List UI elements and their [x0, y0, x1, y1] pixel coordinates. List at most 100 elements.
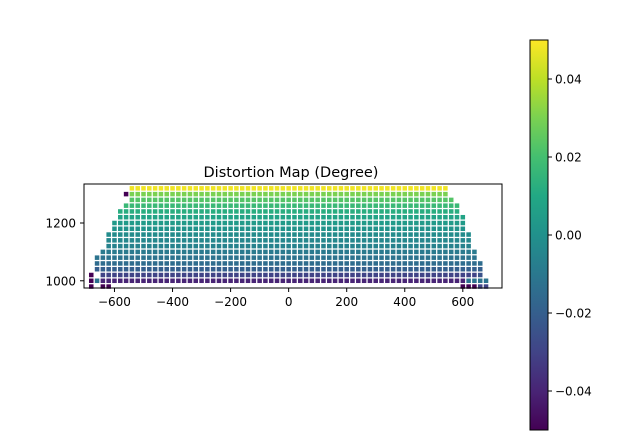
heatmap-cell — [228, 238, 233, 243]
heatmap-cell — [228, 191, 233, 197]
heatmap-cell — [297, 266, 303, 272]
heatmap-cell — [257, 238, 262, 243]
heatmap-cell — [356, 226, 361, 232]
heatmap-cell — [466, 232, 471, 237]
heatmap-cell — [425, 226, 431, 232]
heatmap-cell — [454, 203, 460, 208]
heatmap-cell — [205, 255, 210, 260]
heatmap-cell — [118, 220, 123, 226]
heatmap-cell — [234, 261, 239, 266]
heatmap-cell — [234, 186, 239, 191]
heatmap-cell — [367, 220, 373, 226]
heatmap-cell — [222, 266, 228, 272]
heatmap-cell — [274, 226, 280, 232]
heatmap-cell — [274, 266, 280, 272]
heatmap-cell — [448, 232, 454, 237]
heatmap-cell — [123, 243, 129, 249]
heatmap-cell — [234, 226, 239, 232]
heatmap-cell — [123, 249, 129, 255]
heatmap-cell — [263, 191, 268, 197]
heatmap-cell — [408, 186, 413, 191]
heatmap-cell — [321, 255, 326, 260]
heatmap-cell — [263, 255, 268, 260]
heatmap-cell — [396, 186, 402, 191]
heatmap-cell — [327, 278, 332, 284]
heatmap-cell — [477, 272, 483, 278]
heatmap-cell — [315, 191, 320, 197]
heatmap-cell — [379, 232, 384, 237]
heatmap-cell — [286, 186, 291, 191]
heatmap-cell — [135, 186, 140, 191]
heatmap-cell — [309, 238, 315, 243]
heatmap-cell — [176, 272, 181, 278]
heatmap-cell — [147, 278, 152, 284]
heatmap-cell — [135, 243, 140, 249]
heatmap-cell — [477, 266, 483, 272]
heatmap-cell — [234, 191, 239, 197]
heatmap-cell — [419, 214, 425, 220]
heatmap-cell — [327, 238, 332, 243]
heatmap-cell — [106, 266, 111, 272]
heatmap-cell — [425, 238, 431, 243]
heatmap-cell — [297, 238, 303, 243]
heatmap-cell — [385, 249, 390, 255]
heatmap-cell — [350, 232, 355, 237]
x-axis: −600 −400 −200 0 200 400 600 — [98, 288, 474, 309]
heatmap-cell — [443, 272, 448, 278]
heatmap-cell — [257, 272, 262, 278]
heatmap-cell — [228, 266, 233, 272]
heatmap-cell — [286, 214, 291, 220]
heatmap-cell — [327, 249, 332, 255]
heatmap-cell — [402, 266, 408, 272]
heatmap-cell — [338, 261, 344, 266]
heatmap-cell — [385, 232, 390, 237]
heatmap-cell — [181, 197, 187, 203]
heatmap-cell — [309, 278, 315, 284]
heatmap-cell — [361, 197, 367, 203]
heatmap-cell — [292, 272, 297, 278]
heatmap-cell — [344, 278, 349, 284]
heatmap-cell — [187, 238, 193, 243]
heatmap-cell — [158, 238, 164, 243]
heatmap-cell — [309, 220, 315, 226]
heatmap-cell — [251, 191, 257, 197]
heatmap-cell — [123, 278, 129, 284]
heatmap-cell — [309, 226, 315, 232]
heatmap-cell — [472, 278, 477, 284]
heatmap-cell — [158, 249, 164, 255]
heatmap-cell — [338, 272, 344, 278]
heatmap-cell — [170, 209, 175, 214]
heatmap-cell — [361, 226, 367, 232]
heatmap-cell — [344, 226, 349, 232]
heatmap-cell — [431, 261, 437, 266]
heatmap-cell — [315, 232, 320, 237]
colorbar-tick-label: 0.00 — [555, 229, 582, 243]
colorbar-axis: 0.04 0.02 0.00 −0.02 −0.04 — [548, 73, 592, 399]
heatmap-cell — [286, 203, 291, 208]
heatmap-cell — [385, 238, 390, 243]
heatmap-cell — [396, 255, 402, 260]
heatmap-cell — [373, 272, 378, 278]
heatmap-cell — [350, 249, 355, 255]
heatmap-cell — [361, 266, 367, 272]
heatmap-cell — [425, 261, 431, 266]
heatmap-cell — [373, 226, 378, 232]
heatmap-cell — [356, 220, 361, 226]
heatmap-cell — [431, 209, 437, 214]
heatmap-cell — [251, 232, 257, 237]
heatmap-cell — [88, 284, 94, 289]
heatmap-cell — [385, 243, 390, 249]
heatmap-cell — [321, 266, 326, 272]
heatmap-cell — [257, 226, 262, 232]
heatmap-cell — [303, 272, 309, 278]
heatmap-cell — [123, 261, 129, 266]
heatmap-cell — [147, 191, 152, 197]
heatmap-cell — [408, 209, 413, 214]
heatmap-cell — [222, 214, 228, 220]
heatmap-cell — [205, 238, 210, 243]
heatmap-cell — [112, 272, 117, 278]
heatmap-cell — [437, 261, 442, 266]
heatmap-cell — [187, 278, 193, 284]
heatmap-cell — [135, 214, 140, 220]
heatmap-cell — [129, 209, 135, 214]
